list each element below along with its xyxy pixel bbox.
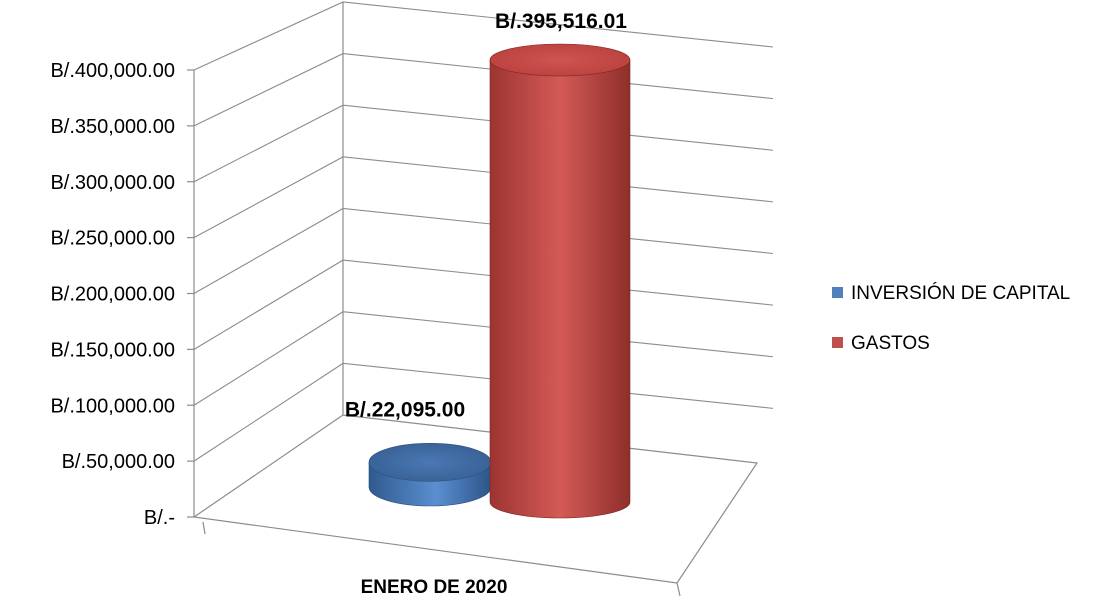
floor-outline: [192, 414, 759, 584]
gridline: [193, 259, 774, 350]
data-label: B/.395,516.01: [495, 10, 627, 33]
gridline: [193, 311, 774, 406]
y-tick-label: B/.150,000.00: [50, 339, 175, 361]
data-labels: B/.22,095.00 B/.395,516.01: [345, 10, 627, 421]
y-tick-label: B/.350,000.00: [50, 116, 175, 138]
y-tick-label: B/.250,000.00: [50, 228, 175, 250]
chart-floor: [192, 414, 759, 597]
bar-gastos: [489, 43, 631, 519]
x-tick-mark: [202, 521, 206, 535]
data-label: B/.22,095.00: [345, 398, 465, 421]
y-tick-label: B/.50,000.00: [62, 451, 175, 473]
x-tick-mark: [676, 582, 681, 597]
legend-label: GASTOS: [851, 333, 930, 354]
x-axis: ENERO DE 2020: [361, 577, 508, 598]
bars: [368, 43, 631, 519]
y-tick-label: B/.100,000.00: [50, 395, 175, 417]
legend-label: INVERSIÓN DE CAPITAL: [851, 282, 1070, 304]
y-tick-label: B/.400,000.00: [50, 60, 175, 82]
legend-item: GASTOS: [832, 333, 930, 354]
y-axis-ticks: B/.- B/.50,000.00 B/.100,000.00 B/.150,000.…: [50, 60, 194, 529]
legend: INVERSIÓN DE CAPITAL GASTOS: [832, 282, 1070, 354]
x-category-label: ENERO DE 2020: [361, 577, 508, 598]
bar-body: [489, 59, 631, 519]
gridline: [193, 104, 774, 183]
y-tick-label: B/.-: [144, 507, 175, 529]
bar-top: [368, 443, 492, 482]
legend-item: INVERSIÓN DE CAPITAL: [832, 282, 1070, 304]
bar-top: [489, 43, 631, 77]
gridline: [193, 53, 774, 127]
legend-swatch: [832, 337, 843, 348]
y-tick-label: B/.300,000.00: [50, 172, 175, 194]
gridline: [193, 1, 774, 71]
gridline: [193, 207, 774, 294]
gridlines: [193, 1, 774, 517]
legend-swatch: [832, 287, 843, 298]
bar-inversion-de-capital: [368, 443, 492, 507]
gridline: [193, 362, 774, 462]
y-tick-label: B/.200,000.00: [50, 284, 175, 306]
gridline: [193, 156, 774, 239]
